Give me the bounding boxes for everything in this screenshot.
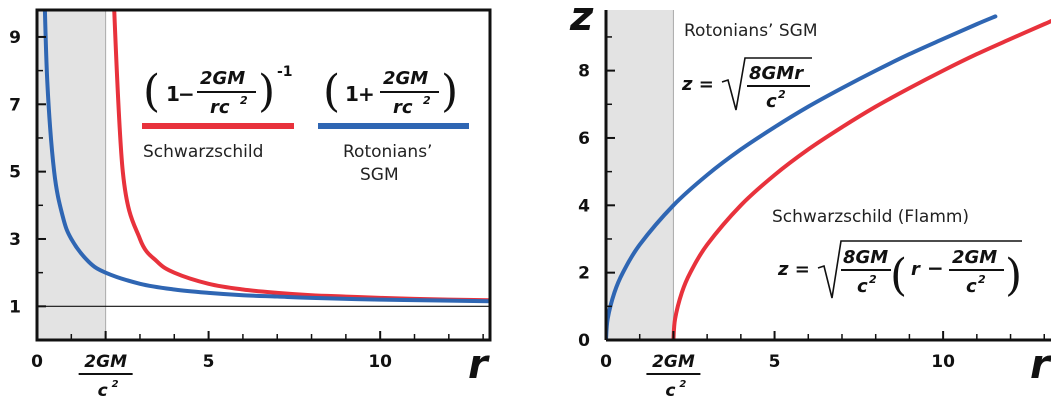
formula-denominator: c [857, 276, 868, 297]
formula-denominator: rc [393, 97, 413, 118]
y-tick-label: 8 [578, 62, 590, 82]
formula-minus: − [927, 256, 944, 280]
left-legend-rotonians-label-2: SGM [360, 165, 399, 185]
formula-inner-exponent: 2 [978, 273, 986, 286]
y-tick-label: 3 [9, 230, 21, 250]
x-tick-label: 0 [31, 352, 43, 372]
x-special-tick-denominator: c [665, 381, 675, 401]
left-x-axis-label: r [468, 342, 490, 388]
sqrt-sign [817, 240, 1022, 299]
paren-close: ) [441, 66, 458, 117]
right-legend-rotonians-label: Rotonians’ SGM [684, 21, 818, 41]
formula-numerator: 8GMr [749, 63, 804, 84]
formula-exponent: 2 [869, 273, 877, 286]
x-special-tick-exponent: 2 [112, 379, 119, 390]
paren-open: ( [890, 250, 907, 301]
y-tick-label: 0 [578, 331, 590, 351]
x-tick-label: 10 [368, 352, 392, 372]
right-series-line-1 [671, 19, 1051, 340]
right-legend-flamm-label: Schwarzschild (Flamm) [772, 207, 969, 227]
y-tick-label: 1 [9, 297, 21, 317]
formula-z-eq: z = [777, 259, 810, 280]
formula-one: 1 [166, 82, 180, 106]
x-special-tick-numerator: 2GM [652, 352, 695, 372]
formula-denominator: rc [210, 97, 230, 118]
right-series-line-0 [606, 14, 998, 340]
paren-open: ( [323, 66, 340, 117]
left-legend-rotonians-label-1: Rotonians’ [343, 142, 432, 162]
left-series-line-1 [42, 10, 490, 304]
left-legend-schwarzschild-label: Schwarzschild [143, 142, 263, 162]
paren-close: ) [1005, 250, 1022, 301]
left-plot-frame [35, 8, 492, 342]
paren-close: ) [258, 66, 275, 117]
left-ticks: 0 5 10 1 3 5 7 9 [9, 28, 484, 372]
left-x-special-tick: 2GM c 2 [78, 331, 133, 401]
formula-r: r [911, 259, 921, 280]
formula-numerator: 2GM [200, 68, 245, 89]
sqrt-sign [721, 57, 812, 111]
x-special-tick-numerator: 2GM [84, 352, 127, 372]
right-series-group [606, 14, 1051, 340]
y-tick-label: 6 [578, 129, 590, 149]
y-tick-label: 7 [9, 95, 21, 115]
formula-numerator: 8GM [843, 247, 888, 268]
formula-inner-denominator: c [966, 276, 977, 297]
formula-numerator: 2GM [383, 68, 428, 89]
x-special-tick-denominator: c [98, 381, 108, 401]
left-legend-rotonians-formula: ( 1 + 2GM rc 2 ) [323, 66, 458, 118]
right-x-special-tick: 2GM c 2 [646, 331, 701, 401]
formula-exponent: 2 [240, 94, 248, 107]
left-series-group [42, 10, 490, 304]
left-legend-schwarzschild-formula: ( 1 − 2GM rc 2 ) -1 [143, 64, 293, 118]
x-tick-label: 10 [931, 352, 955, 372]
right-formula-rotonians: z = 8GMr c 2 [681, 57, 812, 112]
y-tick-label: 2 [578, 264, 590, 284]
paren-open: ( [143, 66, 160, 117]
right-ticks: 0 5 10 0 2 4 6 8 [578, 36, 1046, 372]
formula-inverse-exponent: -1 [277, 64, 293, 80]
y-tick-label: 4 [578, 196, 590, 216]
formula-plus: + [358, 82, 375, 106]
formula-minus: − [178, 82, 195, 106]
x-special-tick-exponent: 2 [679, 379, 686, 390]
right-y-axis-label: z [569, 0, 594, 40]
y-tick-label: 5 [9, 163, 21, 183]
x-tick-label: 5 [203, 352, 215, 372]
y-tick-label: 9 [9, 28, 21, 48]
right-formula-flamm: z = 8GM c 2 ( r − 2GM c 2 ) [777, 240, 1022, 301]
formula-one: 1 [345, 82, 359, 106]
formula-z-eq: z = [681, 74, 714, 95]
formula-denominator: c [766, 91, 777, 112]
x-tick-label: 0 [600, 352, 612, 372]
x-tick-label: 5 [769, 352, 781, 372]
formula-exponent: 2 [423, 94, 431, 107]
right-x-axis-label: r [1030, 342, 1051, 388]
formula-inner-numerator: 2GM [952, 247, 997, 268]
formula-exponent: 2 [778, 88, 786, 101]
